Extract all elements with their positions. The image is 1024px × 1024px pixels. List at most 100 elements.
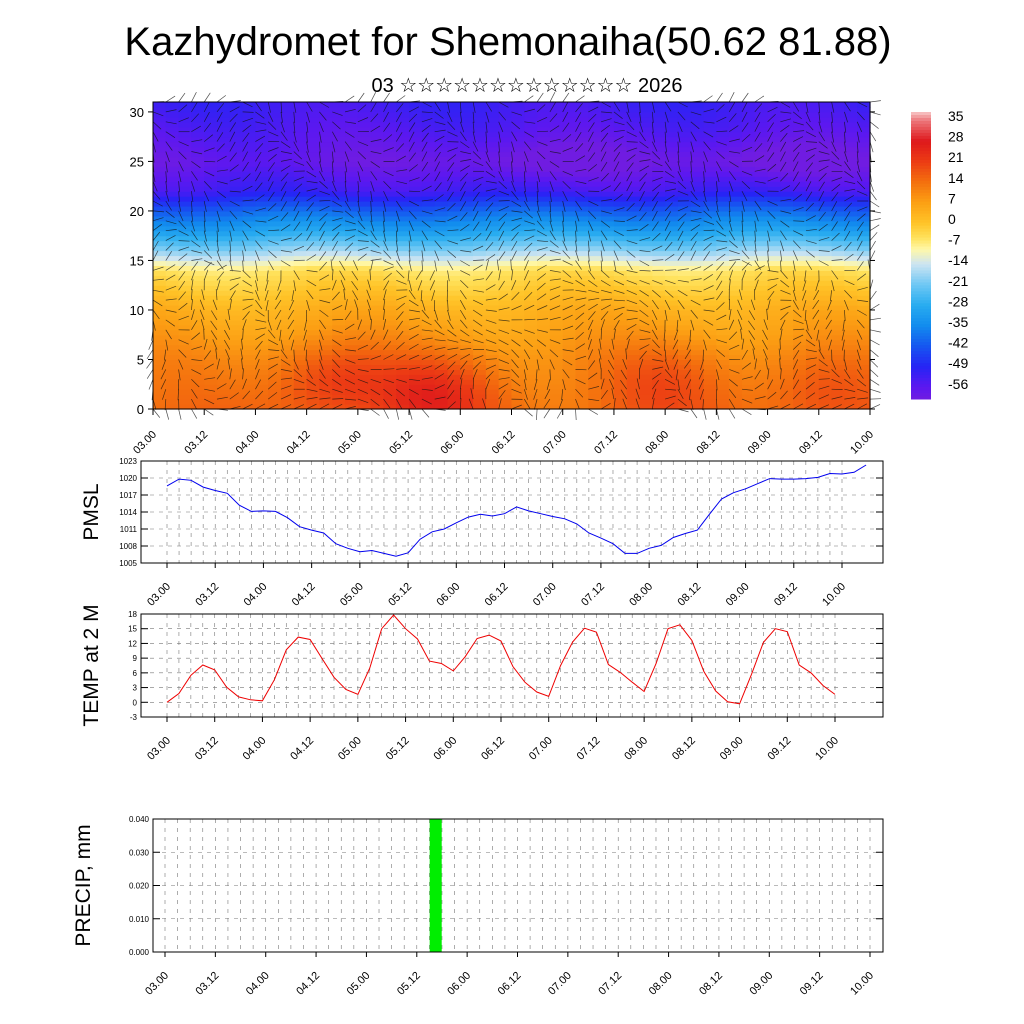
wind-barb (345, 121, 356, 124)
wind-barb (293, 101, 297, 113)
heatmap-cell (447, 255, 461, 262)
heatmap-cell (690, 181, 705, 187)
heatmap-cell (831, 181, 845, 187)
wind-barb (651, 121, 654, 133)
heatmap-cell (639, 314, 653, 321)
heatmap-cell (255, 305, 269, 311)
wind-barb (229, 299, 232, 311)
wind-barb (229, 220, 235, 232)
heatmap-cell (626, 215, 641, 222)
heatmap-cell (511, 404, 525, 410)
heatmap-cell (165, 151, 180, 158)
heatmap-cell (345, 364, 359, 370)
heatmap-cell (498, 255, 513, 262)
heatmap-cell (793, 151, 807, 158)
heatmap-cell (601, 161, 615, 167)
wind-barb (472, 151, 482, 160)
heatmap-cell (677, 329, 692, 336)
wind-barb (165, 329, 172, 340)
heatmap-cell (831, 314, 845, 321)
heatmap-cell (460, 205, 474, 212)
heatmap-cell (549, 369, 564, 375)
heatmap-cell (306, 106, 321, 113)
heatmap-cell (409, 280, 423, 286)
wind-barb (536, 230, 547, 237)
heatmap-cell (178, 280, 193, 286)
heatmap-cells (153, 102, 871, 410)
wind-barb (370, 258, 382, 261)
heatmap-cell (383, 191, 397, 197)
heatmap-cell (268, 285, 282, 291)
heatmap-cell (524, 161, 538, 167)
heatmap-cell (575, 201, 589, 207)
heatmap-cell (844, 399, 858, 405)
heatmap-cell (626, 121, 641, 128)
heatmap-cell (537, 339, 551, 346)
heatmap-cell (409, 329, 423, 336)
heatmap-cell (306, 369, 321, 375)
heatmap-cell (421, 349, 436, 356)
heatmap-cell (217, 121, 231, 128)
wind-barb (370, 341, 379, 350)
heatmap-cell (639, 196, 653, 202)
wind-barb (306, 270, 318, 273)
heatmap-cell (178, 176, 193, 182)
heatmap-cell (703, 151, 717, 158)
wind-barb (549, 210, 552, 222)
heatmap-cell (217, 225, 231, 232)
heatmap-cell (153, 344, 167, 351)
heatmap-cell (460, 196, 474, 202)
heatmap-cell (857, 349, 871, 356)
wind-barb (357, 230, 368, 237)
wind-barb (588, 270, 596, 280)
heatmap-cell (690, 191, 705, 197)
heatmap-cell (549, 354, 564, 361)
wind-barb (460, 329, 470, 337)
heatmap-cell (434, 329, 449, 336)
heatmap-cell (498, 126, 513, 133)
heatmap-cell (831, 201, 845, 207)
heatmap-cell (421, 181, 436, 187)
heatmap-cell (434, 220, 449, 227)
wind-barb (729, 151, 741, 154)
heatmap-cell (549, 156, 564, 163)
heatmap-cell (716, 265, 730, 271)
heatmap-cell (421, 300, 436, 306)
wind-barb (651, 141, 658, 152)
wind-barb (620, 369, 627, 380)
heatmap-cell (281, 215, 295, 222)
heatmap-cell (716, 295, 730, 301)
heatmap-cell (588, 220, 602, 227)
heatmap-cell (229, 126, 244, 133)
heatmap-cell (601, 339, 615, 346)
wind-barb (498, 369, 510, 372)
wind-barb (498, 111, 507, 121)
wind-barb (344, 369, 356, 375)
heatmap-cell (421, 151, 436, 158)
heatmap-cell (396, 176, 410, 182)
heatmap-cell (473, 141, 487, 148)
heatmap-cell (357, 359, 372, 366)
heatmap-cell (677, 131, 692, 138)
heatmap-cell (793, 186, 807, 192)
heatmap-cell (268, 389, 282, 395)
wind-barb (741, 210, 744, 222)
heatmap-cell (601, 344, 615, 351)
heatmap-cell (383, 275, 397, 281)
heatmap-cell (421, 329, 436, 336)
wind-barb (408, 141, 415, 152)
wind-barb (344, 235, 355, 241)
heatmap-cell (383, 354, 397, 361)
heatmap-cell (677, 141, 692, 148)
wind-barb (460, 151, 472, 155)
heatmap-cell (613, 126, 628, 133)
heatmap-cell (652, 225, 666, 232)
wind-barb (626, 240, 638, 245)
heatmap-cell (332, 369, 346, 375)
heatmap-cell (716, 394, 730, 400)
heatmap-cell (613, 280, 628, 286)
heatmap-cell (204, 201, 218, 207)
heatmap-cell (703, 230, 717, 237)
heatmap-cell (703, 394, 717, 400)
wind-barb (352, 290, 359, 301)
